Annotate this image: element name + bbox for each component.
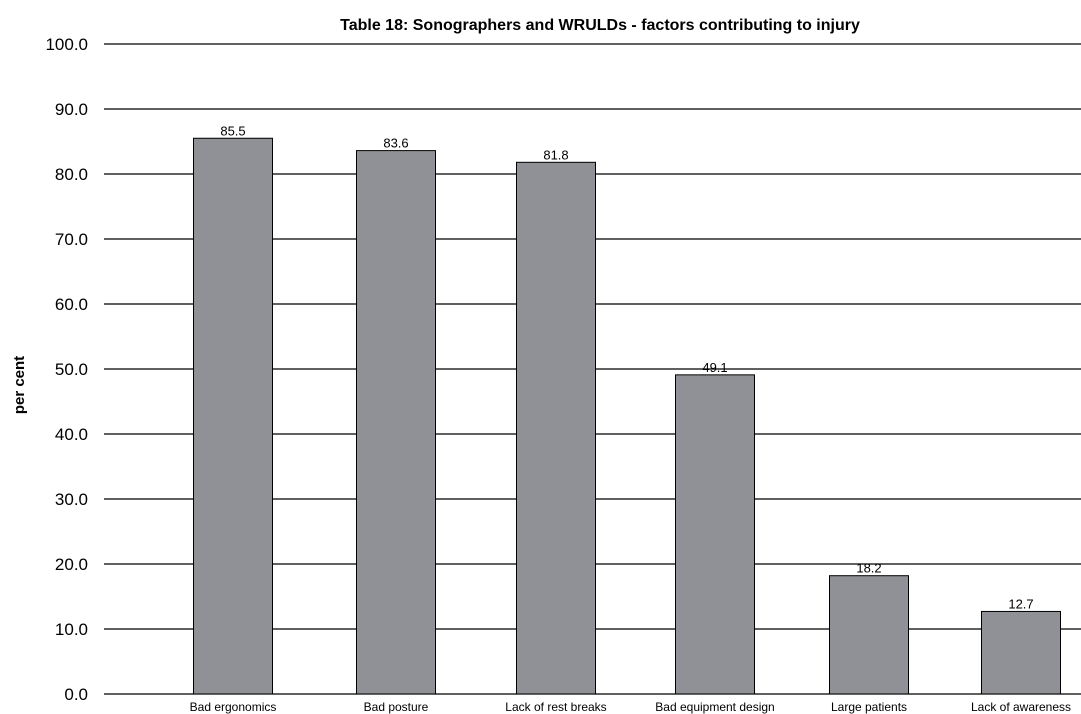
- category-label: Bad equipment design: [655, 700, 774, 714]
- y-tick-label: 80.0: [55, 165, 88, 184]
- y-tick-label: 40.0: [55, 425, 88, 444]
- chart-title: Table 18: Sonographers and WRULDs - fact…: [340, 17, 860, 34]
- category-label: Bad ergonomics: [190, 700, 277, 714]
- y-tick-label: 70.0: [55, 230, 88, 249]
- y-tick-label: 30.0: [55, 490, 88, 509]
- bar: [193, 137, 273, 695]
- bar: [516, 161, 596, 695]
- data-label: 85.5: [220, 123, 245, 138]
- y-tick-label: 50.0: [55, 360, 88, 379]
- y-tick-label: 100.0: [45, 35, 88, 54]
- y-axis-label: per cent: [11, 356, 28, 414]
- data-label: 83.6: [383, 136, 408, 151]
- bars: [193, 137, 1061, 695]
- category-label: Large patients: [831, 700, 907, 714]
- y-tick-label: 0.0: [64, 685, 88, 704]
- category-label: Bad posture: [364, 700, 429, 714]
- bar: [829, 575, 909, 695]
- category-label: Lack of awareness: [971, 700, 1071, 714]
- data-label: 12.7: [1008, 596, 1033, 611]
- y-axis-ticks: 0.0 10.0 20.0 30.0 40.0 50.0 60.0 70.0 80.0 90.0 1…: [45, 35, 128, 704]
- bar: [356, 150, 436, 695]
- y-tick-label: 90.0: [55, 100, 88, 119]
- grid-lines: [128, 43, 1081, 695]
- bar: [981, 610, 1061, 695]
- data-labels: 85.5 83.6 81.8 49.1 18.2 12.7: [220, 123, 1033, 611]
- category-label: Lack of rest breaks: [505, 700, 606, 714]
- y-tick-label: 20.0: [55, 555, 88, 574]
- data-label: 18.2: [856, 561, 881, 576]
- data-label: 49.1: [702, 360, 727, 375]
- y-tick-label: 60.0: [55, 295, 88, 314]
- data-label: 81.8: [543, 147, 568, 162]
- x-axis-categories: Bad ergonomics Bad posture Lack of rest br…: [190, 700, 1071, 714]
- bar: [675, 374, 755, 695]
- y-tick-label: 10.0: [55, 620, 88, 639]
